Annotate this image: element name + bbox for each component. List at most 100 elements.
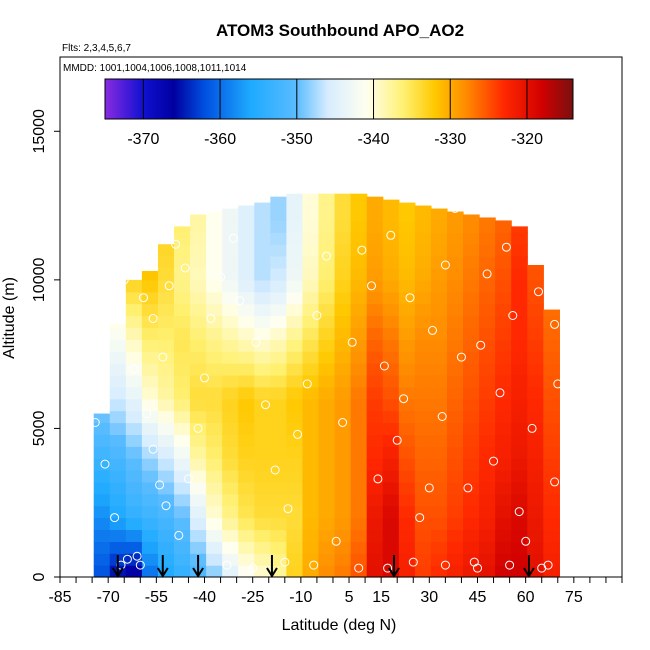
heatmap-cell [414,410,432,424]
heatmap-cell [543,309,560,317]
heatmap-cell [109,374,127,388]
heatmap-cell [430,565,448,578]
heatmap-cell [141,505,159,519]
heatmap-cell [206,422,223,435]
heatmap-cell [511,291,528,305]
heatmap-cell [414,220,432,233]
heatmap-cell [238,256,255,269]
heatmap-cell [222,493,239,507]
heatmap-cell [157,279,175,293]
heatmap-cell [206,315,223,328]
heatmap-cell [318,398,336,412]
heatmap-cell [93,413,111,424]
heatmap-cell [463,422,480,435]
heatmap-cell [157,339,175,352]
heatmap-cell [206,267,223,281]
heatmap-cell [270,422,288,435]
heatmap-cell [334,339,352,352]
heatmap-cell [543,553,560,566]
colorbar-tick-label: -360 [204,131,236,148]
colorbar-tick-label: -370 [127,131,159,148]
heatmap-cell [543,446,560,459]
heatmap-cell [125,279,143,293]
heatmap-cell [350,493,368,507]
sample-point [171,239,181,249]
heatmap-cell [543,351,560,364]
heatmap-cell [174,226,191,233]
heatmap-cell [286,327,304,340]
heatmap-cell [382,553,400,566]
heatmap-cell [141,398,159,412]
heatmap-cell [446,541,464,554]
heatmap-cell [446,470,464,483]
heatmap-cell [93,446,111,459]
heatmap-cell [318,481,336,495]
heatmap-cell [446,291,464,305]
x-tick-label: 30 [420,589,438,606]
heatmap-cell [254,458,271,471]
heatmap-cell [270,565,288,578]
x-tick-label: 75 [565,589,583,606]
heatmap-cell [495,232,512,245]
heatmap-cell [222,422,239,435]
dates-label: MMDD: 1001,1004,1006,1008,1011,1014 [63,63,247,74]
sample-point [331,536,341,546]
heatmap-cell [430,315,448,328]
heatmap-cell [302,208,320,222]
heatmap-cell [350,541,368,554]
sample-point [463,483,473,493]
heatmap-cell [414,244,432,257]
heatmap-cell [382,220,400,233]
heatmap-cell [238,232,255,245]
heatmap-cell [366,327,384,340]
heatmap-cell [254,232,271,245]
heatmap-cell [446,315,464,328]
heatmap-cell [157,398,175,412]
heatmap-cell [318,374,336,388]
heatmap-cell [527,434,544,447]
sample-point [440,560,450,570]
heatmap-cell [238,291,255,305]
heatmap-cell [270,553,288,566]
heatmap-cell [254,481,271,495]
heatmap-cell [430,422,448,435]
heatmap-cell [366,339,384,352]
heatmap-cell [141,270,159,281]
heatmap-cell [495,267,512,281]
heatmap-cell [286,291,304,305]
heatmap-cell [174,458,191,471]
heatmap-cell [174,303,191,317]
heatmap-cell [511,386,528,400]
sample-point [534,287,543,297]
heatmap-cell [270,267,288,281]
heatmap-cell [222,505,239,519]
sample-point [553,379,563,389]
heatmap-cell [190,505,207,519]
heatmap-cell [318,434,336,447]
heatmap-cell [318,303,336,317]
heatmap-cell [222,339,239,352]
heatmap-cell [109,434,127,447]
heatmap-cell [527,493,544,507]
heatmap-cell [157,303,175,317]
heatmap-cell [527,541,544,554]
heatmap-cell [463,267,480,281]
heatmap-cell [350,434,368,447]
sample-point [155,480,165,490]
heatmap-cell [254,244,271,257]
heatmap-cell [414,386,432,400]
heatmap-cell [318,244,336,257]
heatmap-cell [479,410,496,424]
heatmap-cell [350,196,368,210]
heatmap-cell [366,351,384,364]
heatmap-cell [141,386,159,400]
heatmap-cell [414,315,432,328]
heatmap-cell [463,363,480,376]
heatmap-cell [190,232,207,245]
sample-point [100,459,110,469]
heatmap-cell [479,291,496,305]
heatmap-cell [479,386,496,400]
heatmap-cell [495,517,512,531]
sample-point [90,418,100,427]
y-tick-label: 5000 [31,411,48,447]
